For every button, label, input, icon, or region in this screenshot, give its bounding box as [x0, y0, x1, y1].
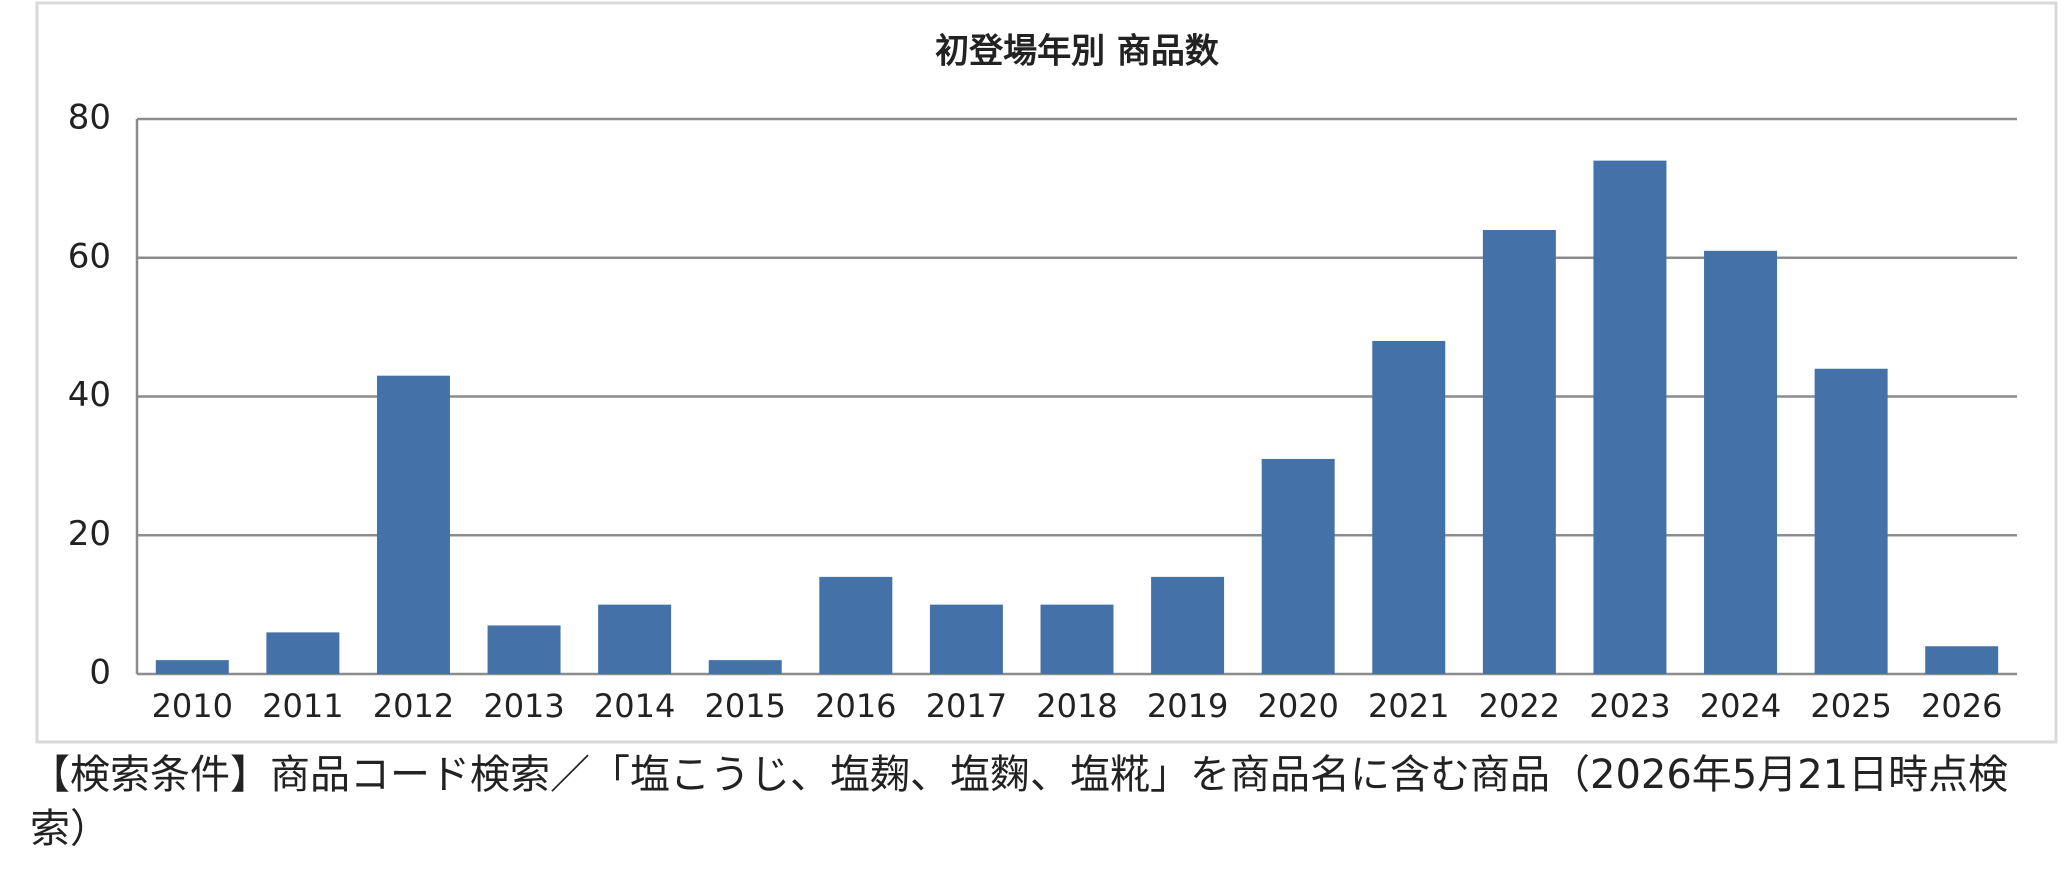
x-tick-label: 2023	[1589, 687, 1670, 725]
x-tick-label: 2021	[1368, 687, 1449, 725]
bar	[1925, 646, 1999, 674]
caption: 【検索条件】商品コード検索／「塩こうじ、塩麹、塩麴、塩糀」を商品名に含む商品（2…	[30, 752, 2009, 852]
x-tick-label: 2015	[705, 687, 786, 725]
bar	[155, 660, 229, 674]
y-tick-label: 60	[68, 236, 111, 276]
x-tick-label: 2016	[815, 687, 896, 725]
x-tick-label: 2017	[926, 687, 1007, 725]
x-tick-label: 2018	[1036, 687, 1117, 725]
y-tick-label: 40	[68, 375, 111, 415]
bar	[1372, 341, 1446, 674]
x-tick-label: 2019	[1147, 687, 1228, 725]
bar	[1151, 576, 1225, 674]
bar	[266, 632, 340, 674]
x-tick-label: 2024	[1700, 687, 1781, 725]
x-tick-label: 2010	[152, 687, 233, 725]
bar	[598, 604, 672, 674]
bar	[376, 375, 450, 674]
x-tick-label: 2013	[483, 687, 564, 725]
x-tick-label: 2011	[262, 687, 343, 725]
x-tick-label: 2014	[594, 687, 675, 725]
bar	[819, 576, 893, 674]
bar	[1704, 250, 1778, 674]
bar	[1814, 368, 1888, 674]
bar	[487, 625, 561, 674]
x-tick-label: 2025	[1810, 687, 1891, 725]
bar	[1040, 604, 1114, 674]
x-tick-label: 2026	[1921, 687, 2002, 725]
bar	[708, 660, 782, 674]
bar	[1482, 230, 1556, 674]
chart-title: 初登場年別 商品数	[935, 32, 1219, 72]
bar	[1593, 160, 1667, 674]
bar	[929, 604, 1003, 674]
chart: 初登場年別 商品数 0 20 40 60 80 2010 2011 2012 2013 2014 2…	[35, 1, 2058, 744]
bar	[1261, 458, 1335, 674]
y-tick-label: 0	[89, 653, 111, 693]
x-tick-label: 2012	[373, 687, 454, 725]
y-tick-label: 20	[68, 514, 111, 554]
x-tick-label: 2020	[1257, 687, 1338, 725]
y-tick-label: 80	[68, 98, 111, 138]
x-tick-label: 2022	[1479, 687, 1560, 725]
